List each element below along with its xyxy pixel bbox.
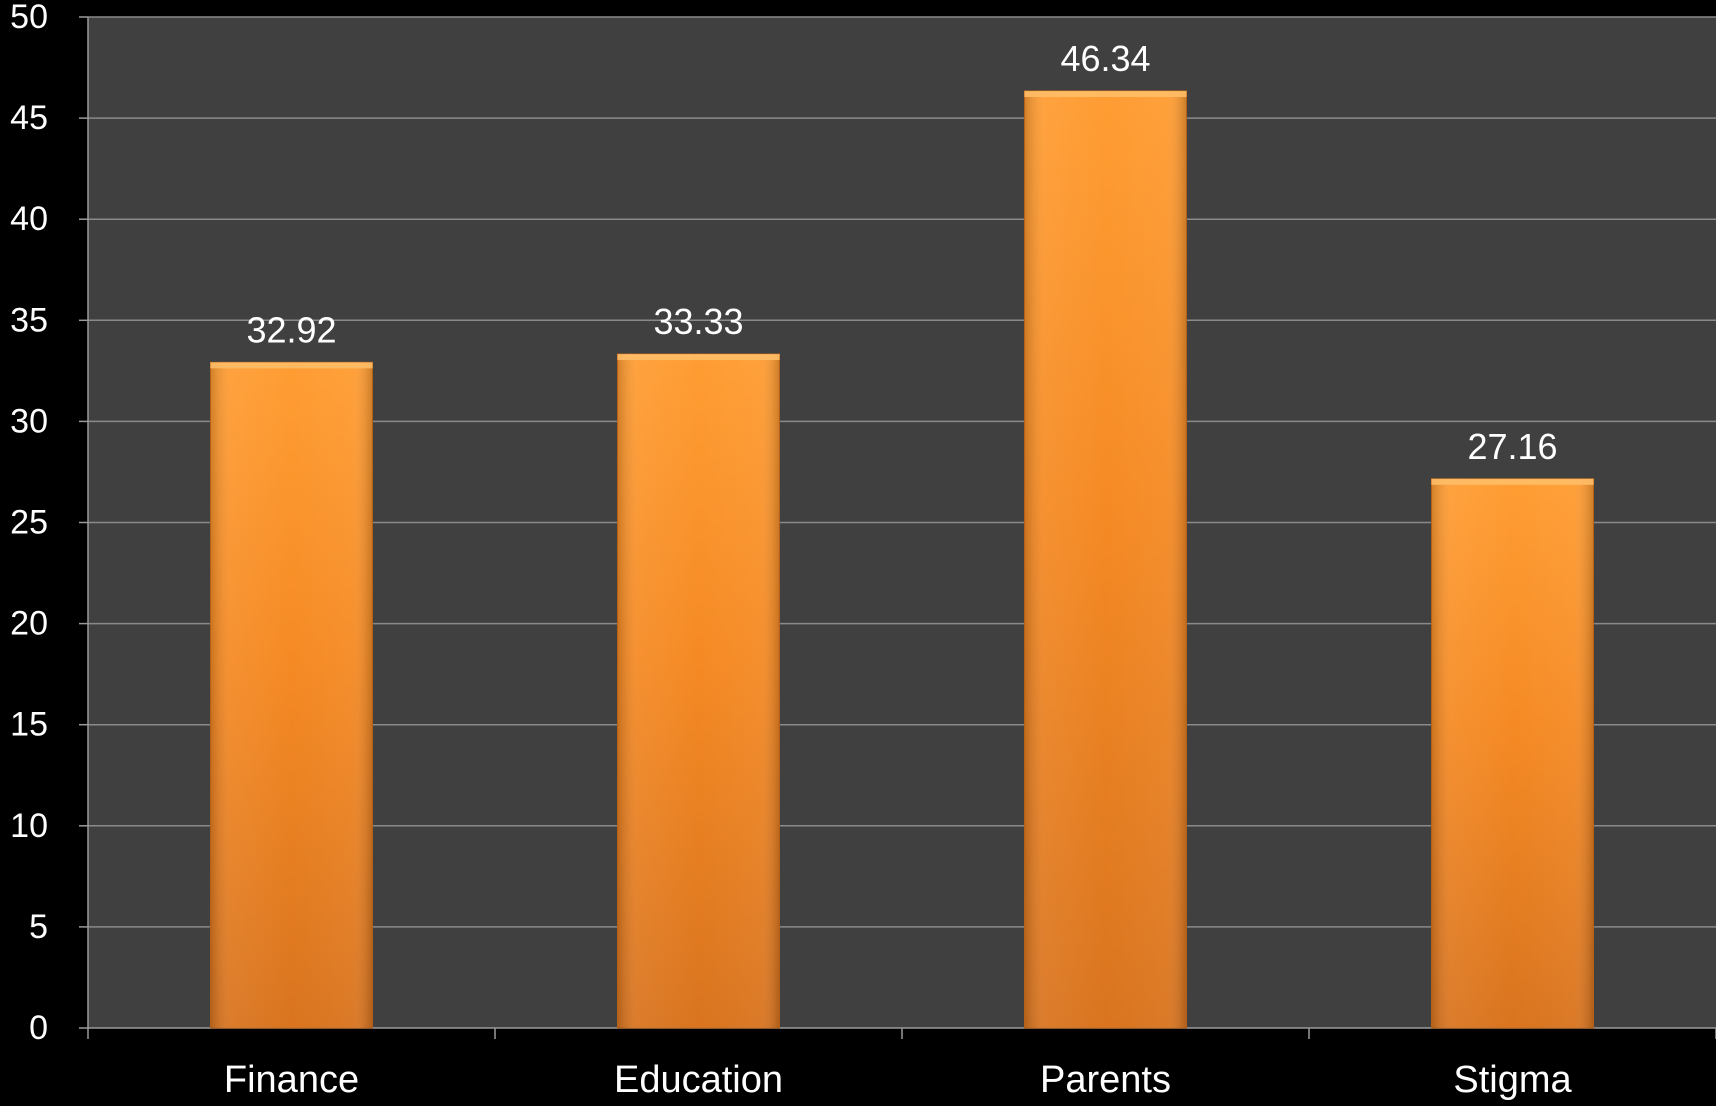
bar-shading [1431,478,1594,1028]
y-tick-label: 5 [29,908,48,946]
bars [210,90,1594,1029]
x-category-label: Stigma [1453,1059,1572,1101]
bar-top-highlight [210,362,373,369]
y-tick-label: 20 [10,605,48,643]
bar-finance [210,361,373,1029]
y-tick-label: 0 [29,1009,48,1047]
y-tick-label: 25 [10,504,48,542]
y-tick-label: 45 [10,99,48,137]
bar-top-highlight [617,354,780,361]
x-category-label: Finance [224,1059,359,1101]
y-tick-label: 50 [10,0,48,36]
bar-parents [1024,90,1187,1029]
data-label: 27.16 [1467,426,1557,467]
y-tick-label: 10 [10,807,48,845]
y-tick-label: 40 [10,200,48,238]
bar-shading [617,354,780,1029]
data-label: 33.33 [653,301,743,342]
bar-top-highlight [1431,478,1594,485]
x-category-label: Parents [1040,1059,1171,1101]
bar-shading [210,362,373,1028]
y-tick-label: 30 [10,402,48,440]
data-label: 32.92 [246,309,336,350]
data-label: 46.34 [1060,38,1150,79]
y-tick-label: 15 [10,706,48,744]
labels: 0 5 10 15 20 25 30 35 40 45 50 32.92 Finance 33.33 Edu… [10,0,1572,1101]
y-tick-label: 35 [10,301,48,339]
bar-stigma [1431,478,1594,1029]
bar-shading [1024,91,1187,1029]
bar-top-highlight [1024,91,1187,98]
bar-education [617,353,780,1029]
x-category-label: Education [614,1059,783,1101]
